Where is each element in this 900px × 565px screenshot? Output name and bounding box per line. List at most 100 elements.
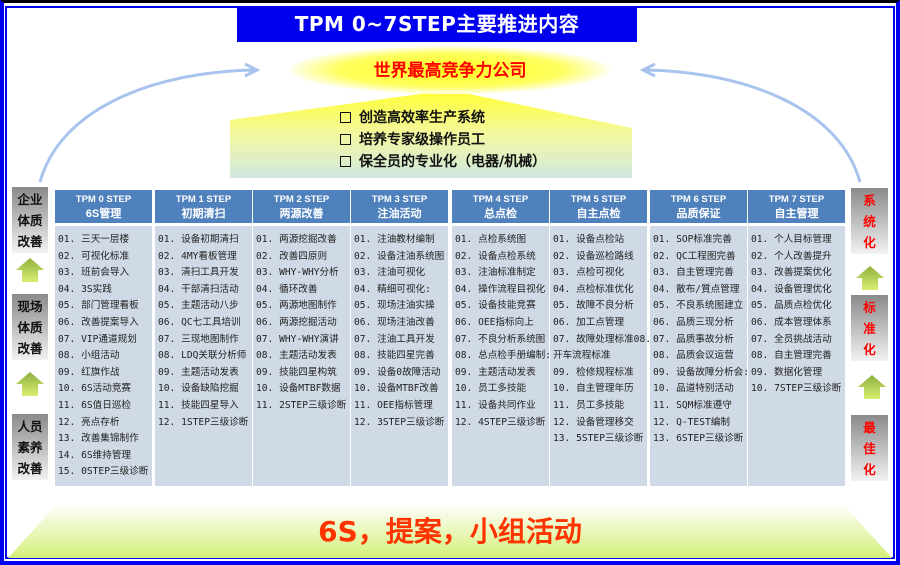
list-item: 10. 设备MTBF改善 xyxy=(354,383,439,395)
list-item: 09. 设备故障分析会: xyxy=(653,366,750,378)
list-item: 03. 改善提案优化 xyxy=(751,267,832,279)
left-level-label: 人员 素养 改善 xyxy=(12,414,48,480)
list-item: 01. 个人目标管理 xyxy=(751,234,832,245)
step-items: 01. 设备点检站 02. 设备巡检路线 03. 点检可视化 04. 点检标准优化 05… xyxy=(550,226,651,486)
list-item: 06. 成本管理体系 xyxy=(751,316,832,328)
list-item: 10. 6S活动竞赛 xyxy=(58,383,132,395)
list-item: 13. 5STEP三级诊断 xyxy=(553,433,644,445)
list-item: 10. 品道特别活动 xyxy=(653,383,734,395)
list-item: 11. 技能四星导入 xyxy=(158,399,239,411)
level-text: 统 xyxy=(863,214,876,229)
list-item: 04. 精细可视化: xyxy=(354,283,431,295)
list-item: 02. 设备点检系统 xyxy=(455,250,536,262)
list-item: 12. 4STEP三级诊断 xyxy=(455,416,546,428)
list-item: 01. 三天一层楼 xyxy=(58,234,130,245)
level-text: 标 xyxy=(863,300,876,315)
list-item: 05. 故障不良分析 xyxy=(553,300,634,312)
step-name: 注油活动 xyxy=(377,208,422,220)
level-text: 准 xyxy=(863,321,876,336)
step-items: 01. 个人目标管理 02. 个人改善提升 03. 改善提案优化 04. 设备管理优化… xyxy=(748,226,845,486)
right-level-label: 最佳化 xyxy=(851,415,888,481)
list-item: 09. 主题活动发表 xyxy=(455,366,536,378)
step-column: TPM 1 STEP 初期清扫 01. 设备初期清扫 02. 4MY看板管理 03. 清… xyxy=(155,190,252,486)
list-item: 01. 设备初期清扫 xyxy=(158,234,239,245)
list-item: 10. 设备MTBF数据 xyxy=(256,383,341,395)
step-header: TPM 5 STEP 自主点检 xyxy=(550,190,647,223)
list-item: 06. 品质三现分析 xyxy=(653,316,734,328)
left-arc-arrow xyxy=(38,68,256,183)
list-item: 03. 班前会导入 xyxy=(58,267,130,279)
list-item: 10. 设备缺陷挖掘 xyxy=(158,383,239,395)
list-item: 08. 品质会议运营 xyxy=(653,350,734,362)
step-header: TPM 7 STEP 自主管理 xyxy=(748,190,845,223)
level-text: 素养 xyxy=(17,440,43,455)
checkbox-icon xyxy=(340,134,351,145)
up-arrow-icon xyxy=(858,375,886,399)
list-item: 04. 设备管理优化 xyxy=(751,283,832,295)
list-item: 02. 设备巡检路线 xyxy=(553,250,634,262)
list-item: 06. QC七工具培训 xyxy=(158,316,241,328)
checkbox-icon xyxy=(340,112,351,123)
level-text: 化 xyxy=(863,342,876,357)
step-number: TPM 2 STEP xyxy=(273,194,330,205)
level-text: 体质 xyxy=(17,213,43,228)
list-item: 09. 主题活动发表 xyxy=(158,366,239,378)
list-item: 07. 全员挑战活动 xyxy=(751,333,832,345)
list-item: 01. SOP标准完善 xyxy=(653,234,732,245)
aim-item: 创造高效率生产系统 xyxy=(340,107,546,129)
list-item: 01. 点检系统图 xyxy=(455,234,527,245)
list-item: 02. QC工程图完善 xyxy=(653,250,736,262)
list-item: 13. 改善集锦制作 xyxy=(58,433,139,445)
list-item: 06. 改善提案导入 xyxy=(58,316,139,328)
list-item: 01. 两源挖掘改善 xyxy=(256,234,337,245)
list-item: 01. 设备点检站 xyxy=(553,234,625,245)
step-name: 6S管理 xyxy=(85,208,122,220)
list-item: 05. 不良系统图建立 xyxy=(653,300,744,312)
list-item: 09. 技能四星构筑 xyxy=(256,366,337,378)
step-items: 01. 点检系统图 02. 设备点检系统 03. 注油标准制定 04. 操作流程目视化… xyxy=(452,226,551,486)
level-text: 系 xyxy=(863,193,876,208)
goal-roof xyxy=(230,90,632,178)
list-item: 12. Q-TEST编制 xyxy=(653,416,730,428)
step-items: 01. 设备初期清扫 02. 4MY看板管理 03. 清扫工具开发 04. 干部清扫活… xyxy=(155,226,252,486)
step-column: TPM 0 STEP 6S管理 01. 三天一层楼 02. 可视化标准 03. 班前会导… xyxy=(55,190,152,486)
list-item: 05. 两源地图制作 xyxy=(256,300,337,312)
level-text: 企业 xyxy=(17,192,43,207)
up-arrow-icon xyxy=(856,266,884,290)
list-item: 02. 可视化标准 xyxy=(58,250,130,262)
list-item: 02. 改善四原则 xyxy=(256,250,328,262)
level-text: 改善 xyxy=(17,461,43,476)
step-number: TPM 4 STEP xyxy=(472,194,529,205)
step-column: TPM 4 STEP 总点检 01. 点检系统图 02. 设备点检系统 03. 注油标准… xyxy=(452,190,551,486)
level-text: 体质 xyxy=(17,320,43,335)
step-column: TPM 2 STEP 两源改善 01. 两源挖掘改善 02. 改善四原则 03. WHY… xyxy=(253,190,350,486)
list-item: 10. 自主管理年历 xyxy=(553,383,634,395)
list-item: 08. 技能四星完善 xyxy=(354,350,435,362)
list-item: 08. 小组活动 xyxy=(58,350,120,362)
list-item: 05. 部门管理看板 xyxy=(58,300,139,312)
list-item: 10. 7STEP三级诊断 xyxy=(751,383,842,395)
step-items: 01. 注油教材编制 02. 设备注油系统图 03. 注油可视化 04. 精细可视化:… xyxy=(351,226,448,486)
step-number: TPM 3 STEP xyxy=(371,194,428,205)
step-number: TPM 6 STEP xyxy=(670,194,727,205)
list-item: 01. 注油教材编制 xyxy=(354,234,435,245)
step-number: TPM 7 STEP xyxy=(768,194,825,205)
list-item: 03. 自主管理完善 xyxy=(653,267,734,279)
page-title: TPM 0~7STEP主要推进内容 xyxy=(237,6,637,42)
level-text: 佳 xyxy=(863,441,876,456)
list-item: 04. 点检标准优化 xyxy=(553,283,634,295)
list-item: 12. 设备管理移交 xyxy=(553,416,634,428)
right-arc-arrow xyxy=(644,68,862,183)
level-text: 最 xyxy=(863,420,876,435)
list-item: 11. 员工多技能 xyxy=(553,399,625,411)
list-item: 12. 亮点存析 xyxy=(58,416,120,428)
level-text: 改善 xyxy=(17,234,43,249)
list-item: 07. 不良分析系统图 xyxy=(455,333,546,345)
list-item: 07. 品质事故分析 xyxy=(653,333,734,345)
aims-list: 创造高效率生产系统 培养专家级操作员工 保全员的专业化（电器/机械） xyxy=(340,107,546,173)
step-number: TPM 0 STEP xyxy=(75,194,132,205)
list-item: 02. 4MY看板管理 xyxy=(158,250,237,262)
list-item: 04. 循环改善 xyxy=(256,283,318,295)
step-column: TPM 7 STEP 自主管理 01. 个人目标管理 02. 个人改善提升 03. 改善… xyxy=(748,190,845,486)
